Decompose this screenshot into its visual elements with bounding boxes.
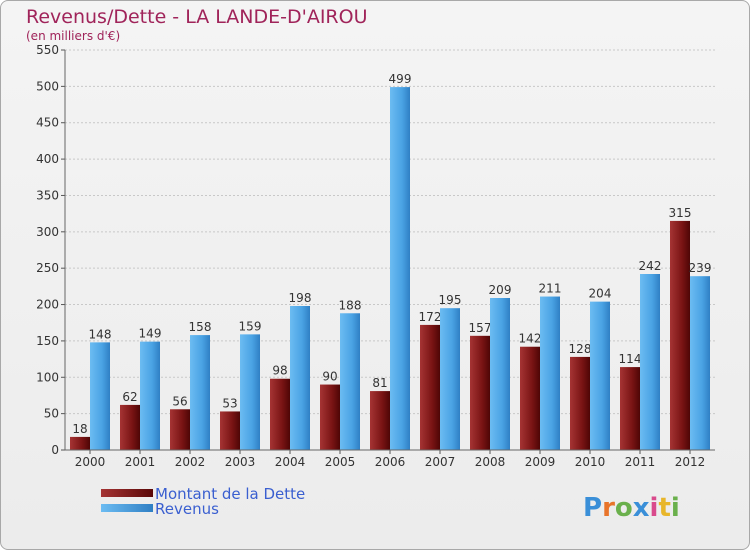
x-tick-label: 2003 xyxy=(225,455,256,469)
bar-revenus xyxy=(290,306,310,450)
bar-debt xyxy=(520,346,540,450)
y-tick-label: 100 xyxy=(36,370,59,384)
x-tick-label: 2004 xyxy=(275,455,306,469)
x-tick-label: 2011 xyxy=(625,455,656,469)
data-label-revenus: 158 xyxy=(189,320,212,334)
bar-revenus xyxy=(440,308,460,450)
y-tick-label: 150 xyxy=(36,334,59,348)
bar-revenus xyxy=(340,313,360,450)
bar-debt xyxy=(570,356,590,450)
y-tick-label: 50 xyxy=(44,407,59,421)
bar-revenus xyxy=(90,342,110,450)
bar-debt xyxy=(120,404,140,450)
data-label-debt: 56 xyxy=(172,394,187,408)
y-tick-label: 0 xyxy=(51,443,59,457)
y-tick-label: 300 xyxy=(36,225,59,239)
bar-revenus xyxy=(640,274,660,450)
data-label-debt: 81 xyxy=(372,376,387,390)
bar-debt xyxy=(70,436,90,450)
x-tick-label: 2008 xyxy=(475,455,506,469)
chart-subtitle: (en milliers d'€) xyxy=(26,29,120,43)
bar-revenus xyxy=(140,341,160,450)
bar-revenus xyxy=(390,87,410,450)
chart-title: Revenus/Dette - LA LANDE-D'AIROU xyxy=(26,6,368,28)
data-label-revenus: 211 xyxy=(539,282,562,296)
data-label-revenus: 195 xyxy=(439,293,462,307)
data-label-revenus: 239 xyxy=(689,261,712,275)
bar-revenus xyxy=(590,301,610,450)
data-label-debt: 18 xyxy=(72,422,87,436)
bar-revenus xyxy=(490,298,510,450)
data-label-revenus: 499 xyxy=(389,72,412,86)
bar-debt xyxy=(320,384,340,450)
x-tick-label: 2001 xyxy=(125,455,156,469)
y-tick-label: 200 xyxy=(36,298,59,312)
data-label-debt: 128 xyxy=(569,342,592,356)
x-tick-label: 2009 xyxy=(525,455,556,469)
y-tick-label: 450 xyxy=(36,116,59,130)
data-label-debt: 142 xyxy=(519,332,542,346)
x-tick-label: 2007 xyxy=(425,455,456,469)
legend-swatch-debt xyxy=(101,489,153,497)
bar-debt xyxy=(420,324,440,450)
data-label-revenus: 159 xyxy=(239,319,262,333)
bar-revenus xyxy=(540,296,560,450)
x-tick-label: 2012 xyxy=(675,455,706,469)
legend-label-debt: Montant de la Dette xyxy=(155,485,305,503)
data-label-debt: 90 xyxy=(322,370,337,384)
data-label-revenus: 242 xyxy=(639,259,662,273)
y-axis-ticks: 0 50 100 150 200 250 300 350 400 450 500 550 xyxy=(36,43,66,457)
data-label-revenus: 188 xyxy=(339,298,362,312)
bar-revenus xyxy=(240,334,260,450)
data-label-revenus: 204 xyxy=(589,287,612,301)
bar-debt xyxy=(270,378,290,450)
y-tick-label: 550 xyxy=(36,43,59,57)
bar-debt xyxy=(470,335,490,450)
data-label-debt: 98 xyxy=(272,364,287,378)
data-label-debt: 114 xyxy=(619,352,642,366)
x-tick-label: 2010 xyxy=(575,455,606,469)
bars: 18 148 62 149 56 158 53 159 98 198 90 188 81 499 172 19… xyxy=(70,72,711,450)
legend: Montant de la Dette Revenus xyxy=(101,485,305,518)
data-label-debt: 53 xyxy=(222,396,237,410)
data-label-debt: 172 xyxy=(419,310,442,324)
bar-revenus xyxy=(690,276,710,450)
x-tick-label: 2000 xyxy=(75,455,106,469)
y-tick-label: 500 xyxy=(36,79,59,93)
data-label-revenus: 198 xyxy=(289,291,312,305)
x-tick-label: 2006 xyxy=(375,455,406,469)
legend-swatch-revenus xyxy=(101,504,153,512)
y-tick-label: 400 xyxy=(36,152,59,166)
x-tick-label: 2002 xyxy=(175,455,206,469)
data-label-revenus: 148 xyxy=(89,327,112,341)
data-label-revenus: 209 xyxy=(489,283,512,297)
bar-debt xyxy=(370,391,390,450)
data-label-debt: 62 xyxy=(122,390,137,404)
y-tick-label: 350 xyxy=(36,188,59,202)
logo-text: Proxiti xyxy=(583,493,680,523)
bar-revenus xyxy=(190,335,210,450)
proxiti-logo: Proxiti xyxy=(583,493,680,523)
bar-debt xyxy=(170,409,190,450)
bar-debt xyxy=(220,411,240,450)
data-label-revenus: 149 xyxy=(139,327,162,341)
y-tick-label: 250 xyxy=(36,261,59,275)
data-label-debt: 157 xyxy=(469,321,492,335)
legend-label-revenus: Revenus xyxy=(155,500,219,518)
x-tick-label: 2005 xyxy=(325,455,356,469)
data-label-debt: 315 xyxy=(669,206,692,220)
bar-debt xyxy=(620,367,640,450)
x-axis-ticks: 2000 2001 2002 2003 2004 2005 2006 2007 2008 2009… xyxy=(75,450,706,469)
bar-debt xyxy=(670,220,690,450)
